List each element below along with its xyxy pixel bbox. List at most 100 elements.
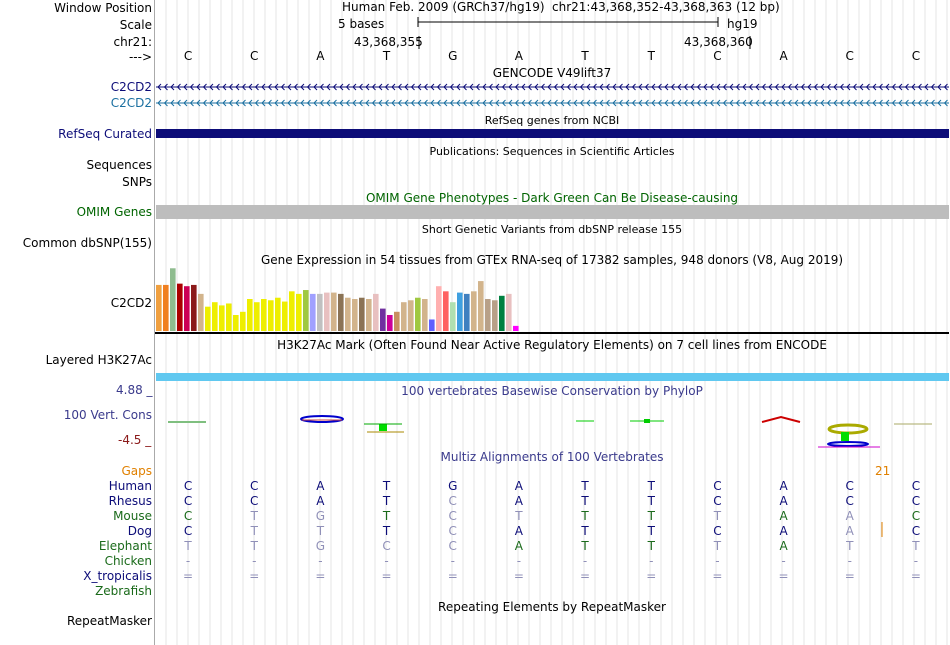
species-label[interactable]: Mouse [113,509,152,523]
dbsnp-track-label[interactable]: Common dbSNP(155) [22,236,152,250]
omim-track-title[interactable]: OMIM Gene Phenotypes - Dark Green Can Be… [365,191,739,205]
strand-chevron [573,83,578,91]
repeatmasker-track-title[interactable]: Repeating Elements by RepeatMasker [438,600,666,614]
gtex-tissue-bar[interactable] [492,300,498,331]
gtex-tissue-bar[interactable] [506,293,512,331]
gtex-tissue-bar[interactable] [275,297,281,331]
gtex-tissue-bar[interactable] [184,286,190,331]
omim-track-label[interactable]: OMIM Genes [76,205,152,219]
gtex-tissue-bar[interactable] [247,299,253,331]
phylop-track-title[interactable]: 100 vertebrates Basewise Conservation by… [401,384,703,398]
gtex-tissue-bar[interactable] [254,302,260,331]
gtex-tissue-bar[interactable] [331,292,337,331]
gtex-tissue-bar[interactable] [198,293,204,331]
gtex-tissue-bar[interactable] [471,291,477,331]
species-label[interactable]: Elephant [98,539,152,553]
refseq-track-title[interactable]: RefSeq genes from NCBI [484,114,620,127]
gtex-tissue-bar[interactable] [240,311,246,331]
strand-chevron [794,83,799,91]
strand-chevron [618,99,623,107]
gtex-tissue-bar[interactable] [380,308,386,331]
gencode-gene-label-2[interactable]: C2CD2 [110,96,152,110]
strand-chevron [183,83,188,91]
gtex-tissue-bar[interactable] [464,293,470,331]
strand-chevron [787,83,792,91]
gtex-tissue-bar[interactable] [268,300,274,331]
publications-snps-label[interactable]: SNPs [122,175,152,189]
gtex-tissue-bar[interactable] [415,297,421,331]
gencode-gene-label-1[interactable]: C2CD2 [110,80,152,94]
strand-chevron [735,99,740,107]
gtex-tissue-bar[interactable] [366,299,372,331]
gtex-tissue-bar[interactable] [205,306,211,331]
species-label[interactable]: Human [108,479,152,493]
gtex-tissue-bar[interactable] [163,284,169,331]
gtex-tissue-bar[interactable] [450,302,456,331]
gtex-tissue-bar[interactable] [338,293,344,331]
gtex-track-title[interactable]: Gene Expression in 54 tissues from GTEx … [260,253,844,267]
strand-chevron [872,99,877,107]
gtex-tissue-bar[interactable] [408,300,414,331]
gtex-tissue-bar[interactable] [310,293,316,331]
gtex-tissue-bar[interactable] [296,293,302,331]
gtex-tissue-bar[interactable] [387,315,393,331]
strand-chevron [547,99,552,107]
repeatmasker-track-label[interactable]: RepeatMasker [66,614,152,628]
gtex-tissue-bar[interactable] [499,295,505,331]
gtex-tissue-bar[interactable] [394,311,400,331]
dbsnp-track-title[interactable]: Short Genetic Variants from dbSNP releas… [421,223,683,236]
strand-chevron [488,83,493,91]
gtex-tissue-bar[interactable] [226,303,232,331]
strand-chevron [891,99,896,107]
gtex-tissue-bar[interactable] [324,292,330,331]
aligned-base: C [845,479,854,493]
gtex-tissue-bar[interactable] [345,297,351,331]
gtex-tissue-bar[interactable] [156,284,162,331]
h3k27ac-track-title[interactable]: H3K27Ac Mark (Often Found Near Active Re… [277,338,827,352]
assembly-name[interactable]: Human Feb. 2009 (GRCh37/hg19) [342,0,545,14]
gtex-tissue-bar[interactable] [436,286,442,331]
gtex-tissue-bar[interactable] [422,299,428,331]
gtex-tissue-bar[interactable] [429,319,435,331]
gtex-tissue-bar[interactable] [373,293,379,331]
gtex-tissue-bar[interactable] [212,302,218,331]
species-label[interactable]: Chicken [104,554,152,568]
h3k27ac-track-label[interactable]: Layered H3K27Ac [45,353,152,367]
gtex-tissue-bar[interactable] [219,305,225,331]
gtex-tissue-bar[interactable] [513,325,519,331]
gtex-tissue-bar[interactable] [478,281,484,331]
gtex-tissue-bar[interactable] [359,297,365,331]
species-label[interactable]: Zebrafish [95,584,152,598]
gtex-track-label[interactable]: C2CD2 [110,296,152,310]
species-label[interactable]: Dog [127,524,152,538]
gtex-tissue-bar[interactable] [317,293,323,331]
species-label[interactable]: Rhesus [108,494,152,508]
publications-track-title[interactable]: Publications: Sequences in Scientific Ar… [429,145,675,158]
strand-chevron [898,83,903,91]
aligned-base: C [382,539,391,553]
gtex-tissue-bar[interactable] [191,284,197,331]
publications-sequences-label[interactable]: Sequences [86,158,152,172]
gtex-tissue-bar[interactable] [261,299,267,331]
multiz-track-title[interactable]: Multiz Alignments of 100 Vertebrates [440,450,664,464]
gtex-tissue-bar[interactable] [303,290,309,331]
gtex-tissue-bar[interactable] [485,299,491,331]
gencode-track-title[interactable]: GENCODE V49lift37 [492,66,612,80]
strand-chevron [943,83,948,91]
gtex-tissue-bar[interactable] [282,301,288,331]
aligned-base: A [779,494,788,508]
gtex-tissue-bar[interactable] [457,292,463,331]
gtex-tissue-bar[interactable] [177,283,183,331]
aligned-base: C [250,479,259,493]
gtex-tissue-bar[interactable] [233,315,239,331]
strand-chevron [228,83,233,91]
gtex-tissue-bar[interactable] [289,291,295,331]
position-readout[interactable]: chr21:43,368,352-43,368,363 (12 bp) [552,0,780,14]
phylop-track-label[interactable]: 100 Vert. Cons [63,408,152,422]
gtex-tissue-bar[interactable] [443,291,449,331]
gtex-tissue-bar[interactable] [170,268,176,331]
gtex-tissue-bar[interactable] [401,302,407,331]
species-label[interactable]: X_tropicalis [83,569,152,583]
refseq-track-label[interactable]: RefSeq Curated [58,127,152,141]
gtex-tissue-bar[interactable] [352,299,358,331]
